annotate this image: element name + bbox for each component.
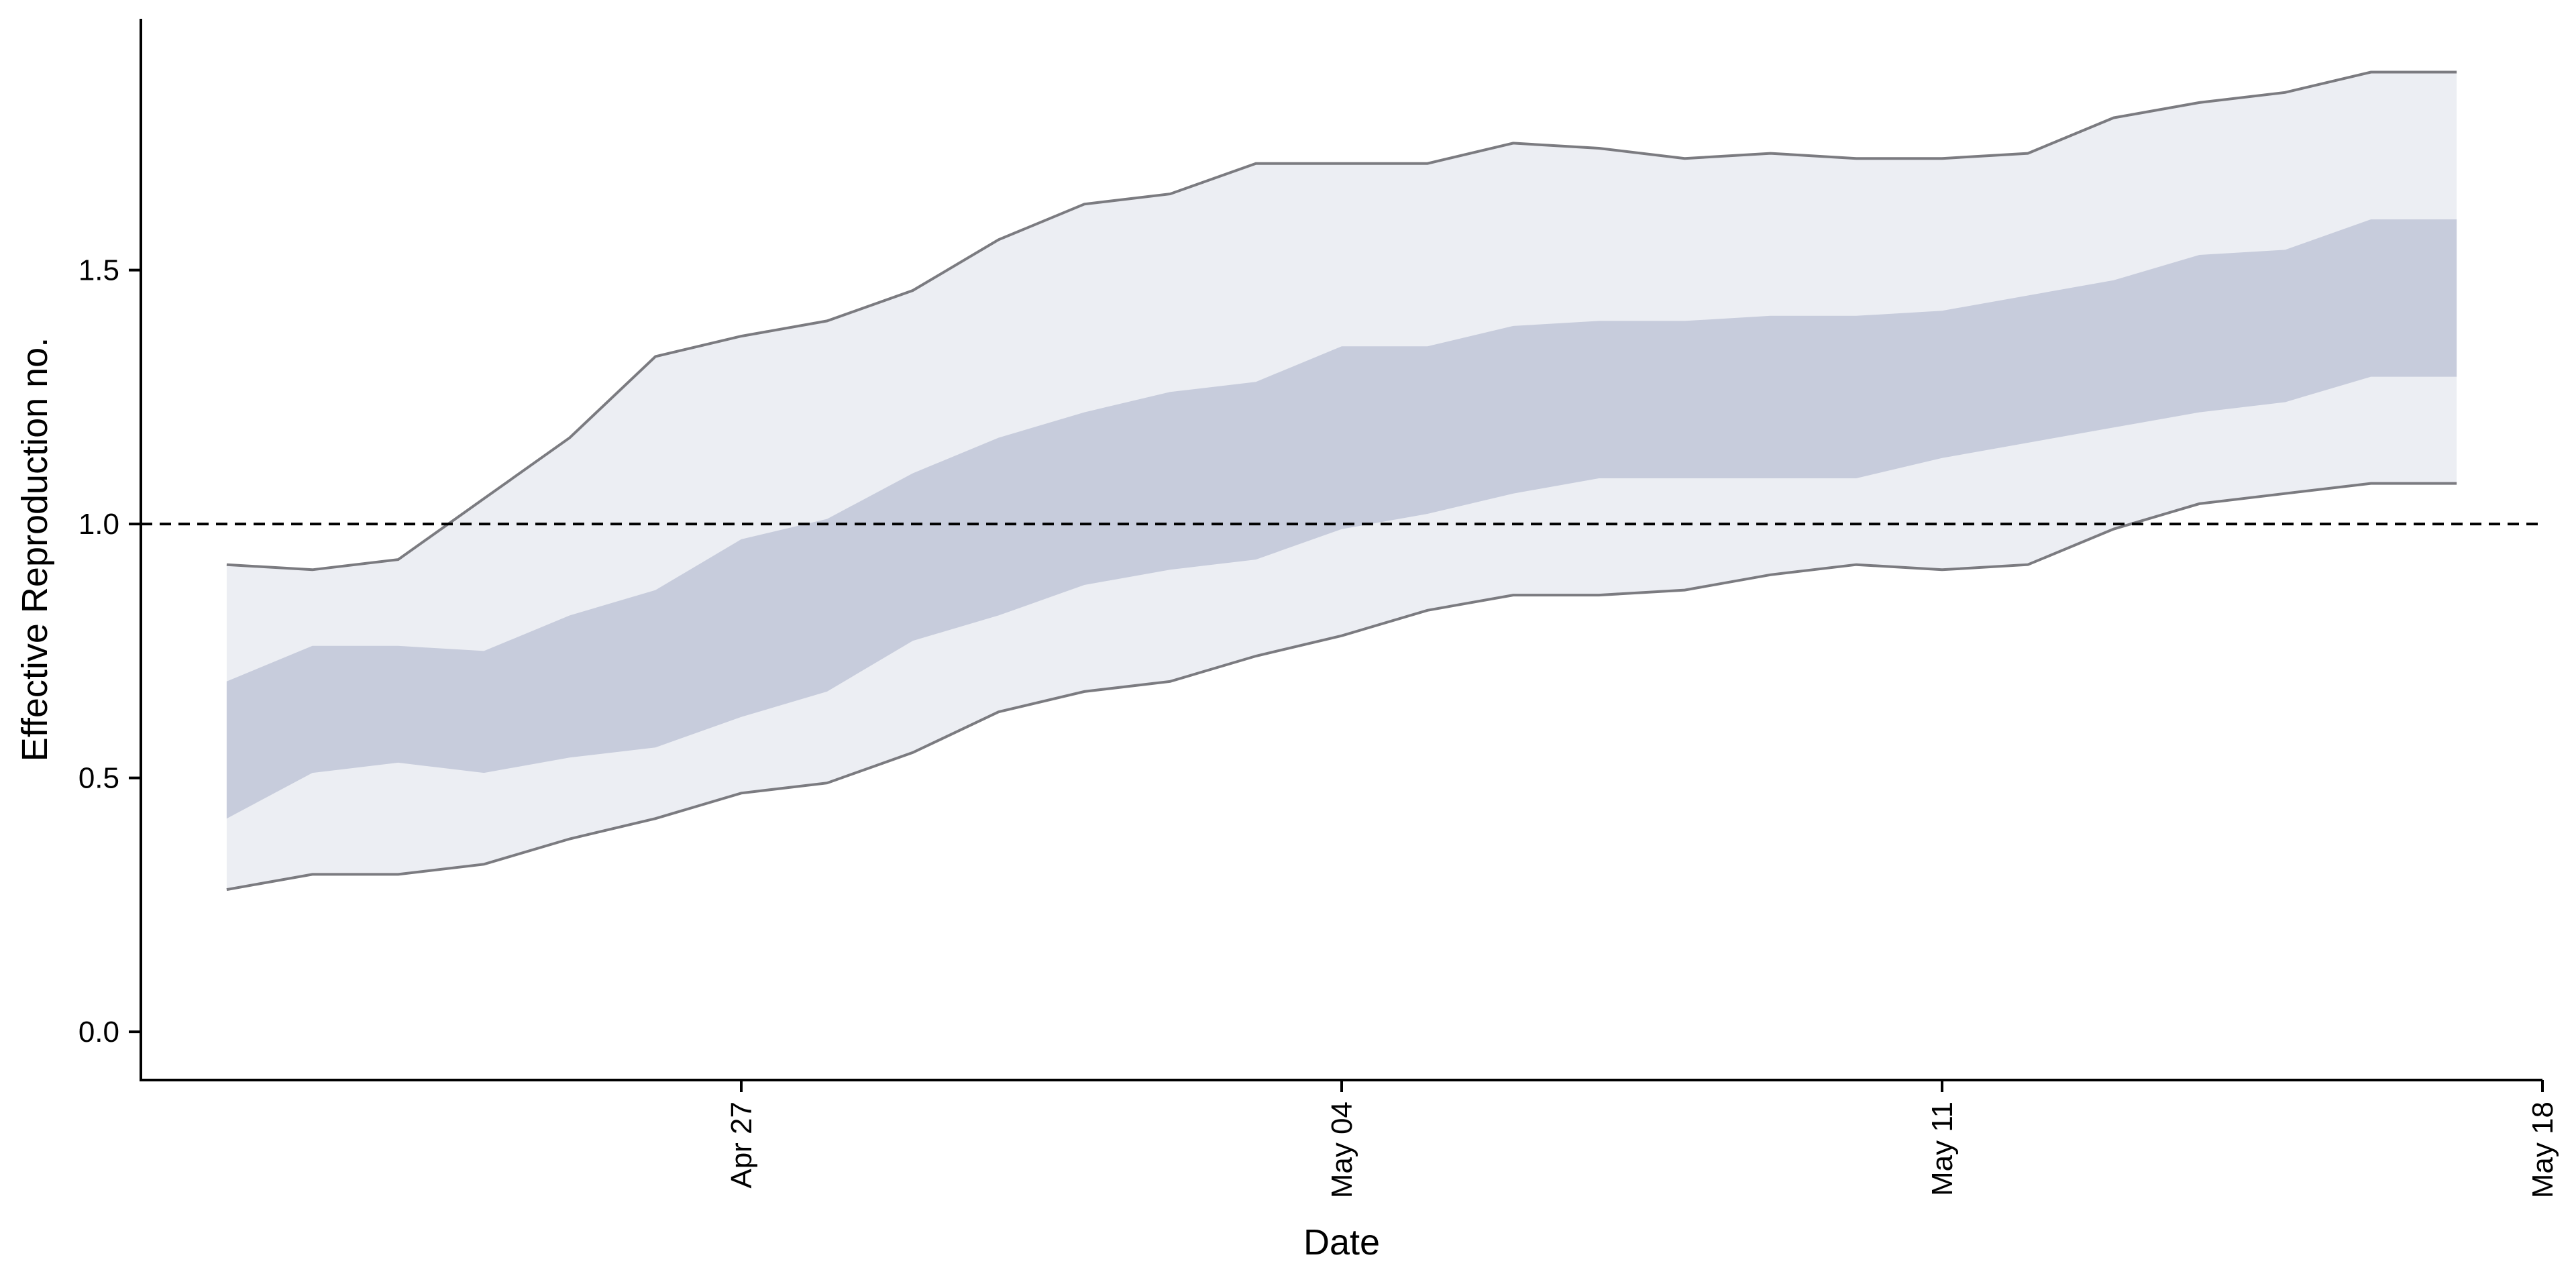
y-tick-label: 0.0: [78, 1016, 119, 1049]
y-tick-label: 1.5: [78, 254, 119, 287]
y-axis-title: Effective Reproduction no.: [15, 337, 55, 761]
outer-band-upper-line: [226, 70, 2457, 572]
outer-band-lower-line: [226, 482, 2457, 892]
x-tick-label: May 04: [1326, 1102, 1358, 1198]
x-axis-title: Date: [1303, 1222, 1380, 1263]
uncertainty-bands: [226, 72, 2457, 890]
y-axis-ticks: 0.0 0.5 1.0 1.5: [78, 254, 141, 1049]
x-tick-label: May 11: [1926, 1102, 1959, 1196]
inner-band-area: [226, 219, 2457, 819]
y-tick-label: 0.5: [78, 762, 119, 795]
x-axis-ticks: Apr 27 May 04 May 11 May 18: [725, 1080, 2559, 1198]
outer-band-outlines: [226, 70, 2457, 892]
x-tick-label: Apr 27: [725, 1102, 758, 1189]
x-tick-label: May 18: [2526, 1102, 2559, 1198]
y-tick-label: 1.0: [78, 508, 119, 541]
